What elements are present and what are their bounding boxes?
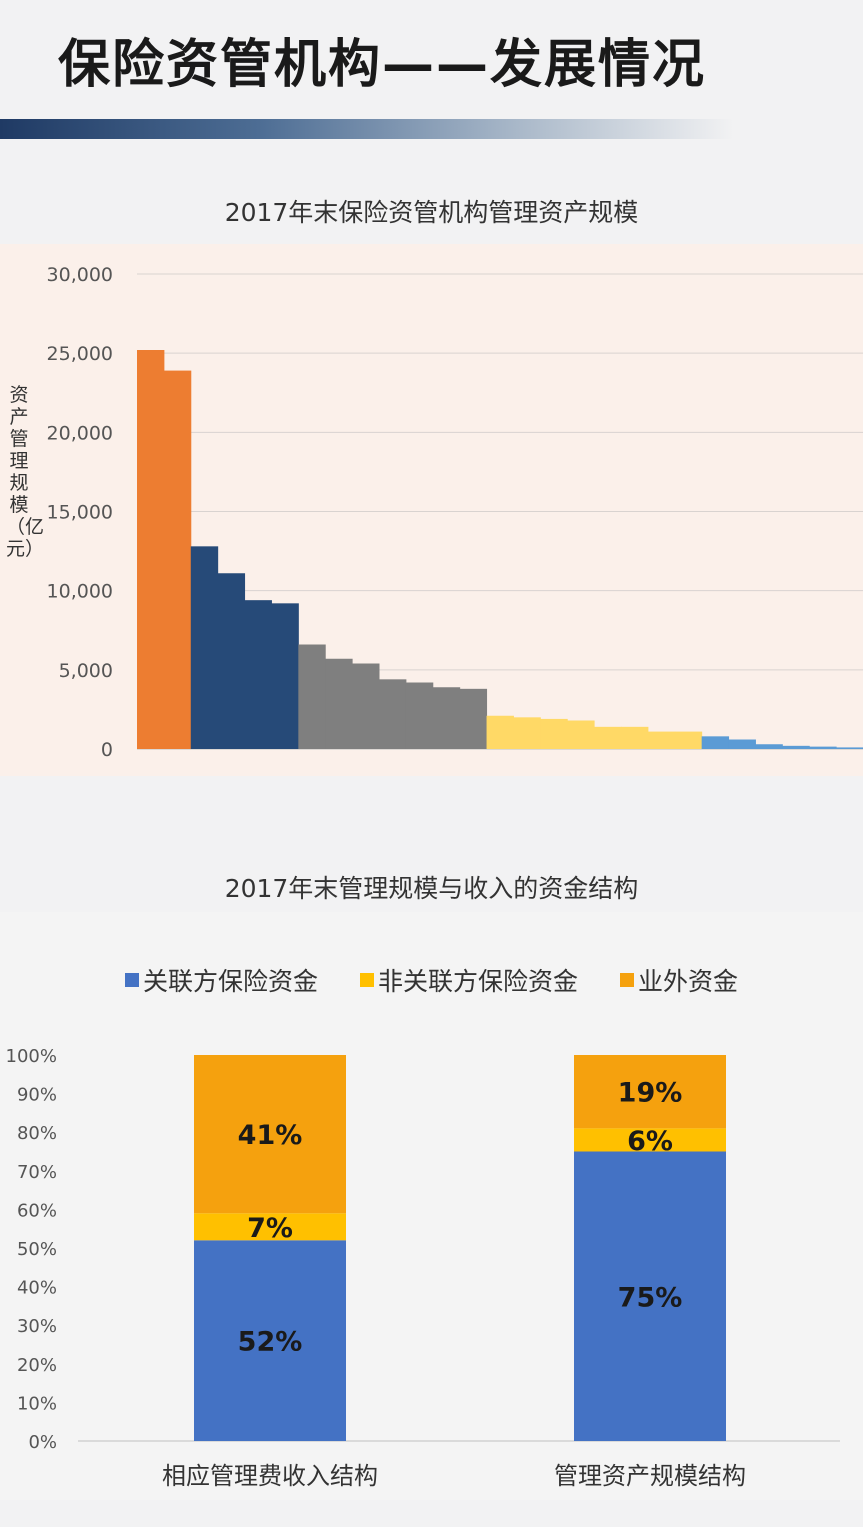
chart1-bar — [674, 731, 703, 749]
chart1-bar — [405, 682, 434, 749]
title-accent-bar — [0, 119, 863, 139]
chart1-bar — [809, 746, 837, 749]
chart1-bar — [567, 720, 595, 749]
chart1-bar — [621, 726, 649, 749]
chart1-bar — [540, 718, 568, 749]
chart1-ylabel: 资产管理规模（亿元） — [6, 384, 45, 560]
chart2-category-label: 相应管理费收入结构 — [162, 1462, 378, 1490]
chart1-svg: 0 5,000 10,000 15,000 20,000 25,000 30,000 — [47, 264, 863, 761]
chart2-bar-segment — [194, 1240, 346, 1441]
chart1-bar — [836, 747, 863, 749]
legend-item-external: 业外资金 — [620, 962, 738, 998]
chart1-ytick-label: 15,000 — [47, 502, 113, 524]
chart2-ytick-label: 50% — [17, 1239, 57, 1260]
chart2-data-label: 75% — [618, 1282, 683, 1313]
chart2-title: 2017年末管理规模与收入的资金结构 — [224, 874, 639, 903]
chart1-ytick-label: 30,000 — [47, 264, 113, 286]
chart1-bar — [379, 679, 407, 749]
chart2-ytick-label: 30% — [17, 1316, 57, 1337]
chart2-ytick-label: 0% — [28, 1432, 57, 1453]
chart2-ytick-label: 70% — [17, 1162, 57, 1183]
chart1-bar — [217, 573, 246, 749]
chart1-bar — [647, 731, 676, 749]
legend-item-unrelated: 非关联方保险资金 — [359, 962, 578, 998]
chart1-bar — [325, 658, 353, 749]
chart1-ytick-label: 25,000 — [47, 343, 113, 365]
chart1-bar — [163, 370, 192, 749]
chart1-bar — [432, 687, 461, 749]
chart1-bar — [352, 663, 380, 749]
chart1-bar — [190, 546, 219, 749]
chart1-ytick-label: 20,000 — [47, 422, 113, 444]
chart1-title: 2017年末保险资管机构管理资产规模 — [224, 198, 639, 227]
chart2-ytick-label: 10% — [17, 1393, 57, 1414]
chart2-data-label: 52% — [238, 1327, 303, 1358]
chart2-ytick-label: 100% — [6, 1046, 57, 1067]
chart1-ytick-label: 5,000 — [59, 660, 113, 682]
chart1-bar — [594, 726, 622, 749]
legend-label-unrelated: 非关联方保险资金 — [377, 967, 578, 996]
chart1-bar — [728, 739, 756, 749]
chart2-ytick-label: 20% — [17, 1355, 57, 1376]
chart2-bar-segment — [194, 1055, 346, 1214]
chart2-bar-segment — [574, 1055, 726, 1129]
chart1-bar — [271, 603, 299, 749]
chart2-data-label: 41% — [238, 1120, 303, 1151]
chart2-category-label: 管理资产规模结构 — [554, 1462, 746, 1490]
chart1-bar — [244, 600, 272, 749]
legend-swatch-unrelated — [359, 973, 374, 987]
chart2-bar-segment — [194, 1213, 346, 1241]
chart2-legend: 关联方保险资金 非关联方保险资金 业外资金 — [0, 962, 863, 998]
chart1-bar — [459, 688, 488, 749]
chart2-data-label: 7% — [247, 1213, 293, 1244]
chart1-bar — [701, 736, 730, 749]
chart1-panel: 资产管理规模（亿元） 0 5,000 10,000 15,000 20,000 25,00… — [0, 244, 863, 776]
chart2-svg: 0% 10% 20% 30% 40% 50% 60% 70% 80% 90% 100% 52% 7% 41… — [6, 1046, 840, 1490]
chart1-bar — [513, 717, 541, 749]
chart1-bar — [486, 715, 514, 749]
chart1-bar — [782, 745, 810, 749]
page-title: 保险资管机构——发展情况 — [58, 35, 707, 95]
chart1-bar — [137, 350, 165, 749]
chart2-bar-segment — [574, 1128, 726, 1152]
chart2-data-label: 6% — [627, 1126, 673, 1157]
chart2-panel: 关联方保险资金 非关联方保险资金 业外资金 0% 10% 20% 30% 40% 50% 6… — [0, 912, 863, 1500]
legend-swatch-external — [620, 973, 634, 987]
chart2-ytick-label: 60% — [17, 1200, 57, 1221]
legend-label-external: 业外资金 — [638, 967, 739, 996]
legend-swatch-related — [124, 973, 139, 987]
legend-label-related: 关联方保险资金 — [142, 967, 318, 996]
chart2-data-label: 19% — [618, 1078, 683, 1109]
legend-item-related: 关联方保险资金 — [124, 962, 318, 998]
chart2-ytick-label: 40% — [17, 1278, 57, 1299]
chart1-ytick-label: 0 — [101, 739, 113, 761]
chart2-ytick-label: 80% — [17, 1123, 57, 1144]
chart1-bar — [298, 644, 326, 749]
chart1-bar — [755, 744, 783, 749]
chart1-ytick-label: 10,000 — [47, 581, 113, 603]
chart2-ytick-label: 90% — [17, 1085, 57, 1106]
chart2-bar-segment — [574, 1151, 726, 1441]
